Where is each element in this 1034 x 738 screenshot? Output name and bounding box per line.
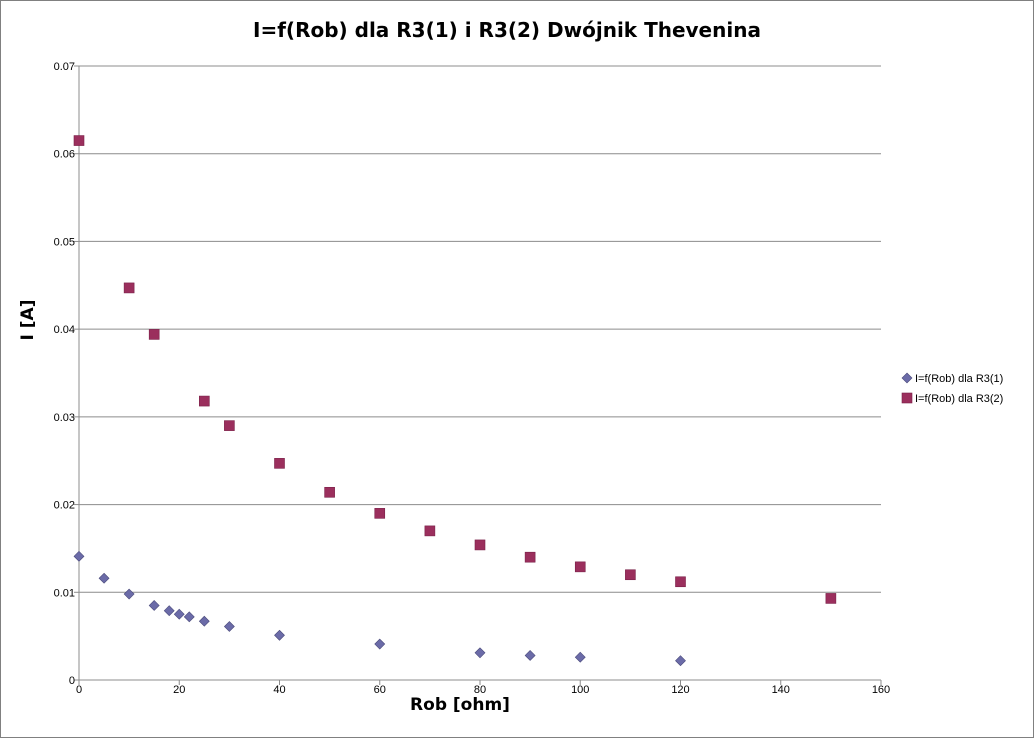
data-point-r3-2 (625, 569, 636, 581)
grid-lines (79, 65, 881, 593)
x-tick-label: 100 (571, 684, 589, 696)
y-axis-title: I [A] (18, 300, 38, 341)
x-tick-label: 0 (76, 684, 82, 696)
data-point-r3-1 (163, 605, 175, 617)
data-point-r3-2 (324, 486, 335, 498)
y-tick-label: 0.03 (54, 412, 75, 424)
data-point-r3-2 (224, 420, 235, 431)
x-tick-label: 20 (173, 684, 185, 696)
x-tick-label: 40 (273, 684, 285, 696)
legend-entry: I=f(Rob) dla R3(2) (915, 393, 1003, 405)
data-point-r3-1 (73, 550, 85, 562)
legend-marker (901, 392, 913, 404)
data-points (73, 135, 837, 667)
data-point-r3-2 (574, 561, 586, 573)
data-point-r3-1 (183, 611, 195, 623)
tick-labels: 0 0.01 0.02 0.03 0.04 0.05 0.06 0.07 0 20 40 60 80 10… (54, 61, 891, 696)
data-point-r3-2 (123, 282, 135, 294)
y-tick-label: 0.01 (54, 587, 75, 599)
data-point-r3-2 (474, 539, 486, 551)
data-point-r3-2 (199, 395, 210, 407)
data-point-r3-1 (223, 621, 235, 632)
chart-title: I=f(Rob) dla R3(1) i R3(2) Dwójnik Theve… (253, 18, 761, 42)
y-tick-label: 0.06 (54, 149, 75, 161)
x-tick-label: 80 (474, 684, 486, 696)
x-tick-label: 120 (671, 684, 689, 696)
x-axis-title: Rob [ohm] (410, 695, 510, 715)
data-point-r3-1 (474, 647, 486, 659)
axes (74, 65, 882, 685)
y-tick-label: 0.02 (54, 500, 75, 512)
y-tick-label: 0.04 (54, 324, 75, 336)
data-point-r3-1 (524, 650, 536, 661)
data-point-r3-1 (574, 651, 586, 663)
data-point-r3-2 (73, 135, 85, 146)
data-point-r3-1 (98, 572, 110, 584)
y-tick-label: 0.05 (54, 236, 75, 248)
data-point-r3-1 (675, 655, 686, 667)
data-point-r3-1 (148, 600, 160, 611)
y-tick-label: 0.07 (54, 61, 75, 73)
legend-entry: I=f(Rob) dla R3(1) (915, 373, 1003, 385)
data-point-r3-1 (123, 588, 135, 600)
data-point-r3-1 (173, 608, 185, 620)
legend: I=f(Rob) dla R3(1) I=f(Rob) dla R3(2) (901, 372, 1003, 405)
data-point-r3-2 (424, 525, 436, 537)
data-point-r3-1 (374, 638, 386, 650)
x-tick-label: 140 (772, 684, 790, 696)
data-point-r3-2 (675, 576, 686, 588)
data-point-r3-2 (148, 329, 160, 340)
y-tick-label: 0 (69, 675, 75, 687)
data-point-r3-2 (374, 508, 386, 519)
x-tick-label: 60 (374, 684, 386, 696)
legend-marker (901, 372, 913, 384)
x-tick-label: 160 (872, 684, 890, 696)
data-point-r3-2 (825, 593, 837, 604)
data-point-r3-1 (274, 629, 285, 641)
data-point-r3-2 (274, 458, 285, 469)
data-point-r3-1 (198, 615, 210, 627)
data-point-r3-2 (524, 551, 536, 563)
